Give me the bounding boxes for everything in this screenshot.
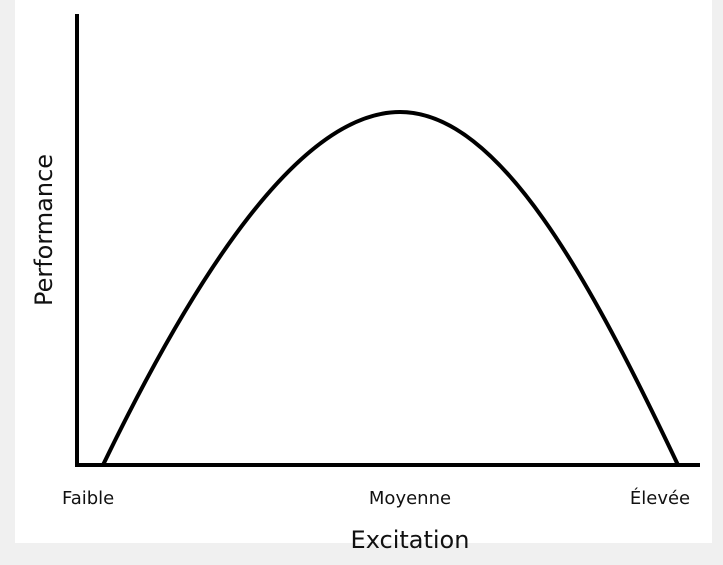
- performance-curve: [101, 109, 680, 466]
- x-level-label: Faible: [62, 488, 114, 509]
- x-level-label: Élevée: [630, 487, 690, 509]
- x-level-label: Moyenne: [369, 488, 451, 509]
- y-axis-label: Performance: [30, 154, 58, 306]
- x-axis-label: Excitation: [351, 526, 470, 554]
- panel: [15, 0, 712, 543]
